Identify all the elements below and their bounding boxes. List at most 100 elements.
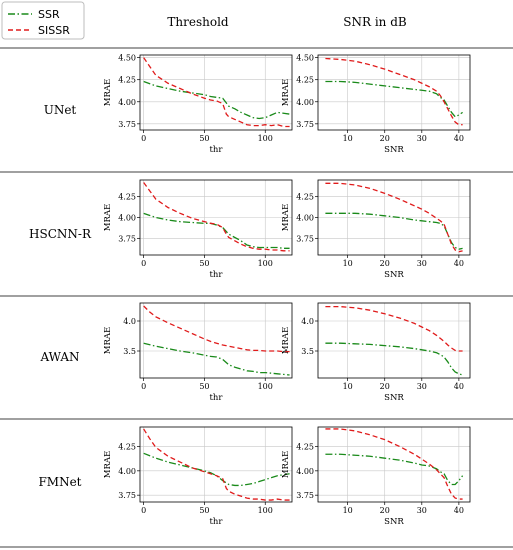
x-tick-label: 10 — [343, 134, 353, 143]
x-tick-label: 40 — [454, 506, 464, 515]
y-tick-label: 4.25 — [118, 193, 136, 202]
x-axis-label: thr — [210, 270, 224, 280]
series-line-ssr — [143, 342, 290, 376]
row-label-unet: UNet — [44, 103, 77, 117]
x-tick-label: 0 — [141, 382, 146, 391]
chart-panel-awan-snr: 10 20 30 40 3.5 4.0 SNR MRAE — [281, 302, 471, 403]
x-tick-label: 30 — [417, 259, 427, 268]
y-tick-label: 4.00 — [296, 467, 314, 476]
x-tick-label: 40 — [454, 134, 464, 143]
row-label-awan: AWAN — [39, 350, 79, 364]
legend-label-sissr: SISSR — [38, 24, 70, 37]
x-tick-label: 40 — [454, 382, 464, 391]
chart-panel-unet-snr: 10 20 30 40 3.75 4.00 4.25 4.50 SNR MRAE — [281, 54, 471, 155]
series-line-ssr — [325, 453, 464, 486]
plot-frame — [139, 426, 293, 503]
y-tick-label: 4.50 — [118, 54, 136, 63]
y-axis-label: MRAE — [281, 451, 291, 478]
y-tick-label: 4.00 — [296, 214, 314, 223]
y-tick-label: 3.5 — [123, 347, 136, 356]
chart-panel-fmnet-threshold: 0 50 100 3.75 4.00 4.25 thr MRAE — [103, 426, 293, 527]
y-tick-label: 4.00 — [118, 467, 136, 476]
x-tick-label: 20 — [380, 259, 390, 268]
y-tick-label: 3.75 — [118, 120, 136, 129]
row-label-hscnn-r: HSCNN-R — [29, 227, 92, 241]
x-tick-label: 100 — [258, 134, 273, 143]
series-line-ssr — [143, 212, 290, 249]
y-tick-label: 4.25 — [118, 442, 136, 451]
x-tick-label: 100 — [258, 382, 273, 391]
x-tick-label: 30 — [417, 382, 427, 391]
x-tick-label: 100 — [258, 259, 273, 268]
plot-frame — [139, 54, 293, 131]
y-tick-label: 4.25 — [296, 442, 314, 451]
x-tick-label: 20 — [380, 506, 390, 515]
x-tick-label: 30 — [417, 506, 427, 515]
x-tick-label: 0 — [141, 259, 146, 268]
y-tick-label: 4.25 — [118, 76, 136, 85]
x-axis-label: SNR — [384, 393, 404, 403]
series-line-sissr — [143, 57, 290, 128]
plot-frame — [317, 426, 471, 503]
y-axis-label: MRAE — [103, 79, 113, 106]
chart-panel-hscnn-r-threshold: 0 50 100 3.75 4.00 4.25 thr MRAE — [103, 179, 293, 280]
row-label-fmnet: FMNet — [38, 475, 81, 489]
x-tick-label: 10 — [343, 506, 353, 515]
x-tick-label: 40 — [454, 259, 464, 268]
x-axis-label: SNR — [384, 517, 404, 527]
x-axis-label: SNR — [384, 145, 404, 155]
x-tick-label: 10 — [343, 259, 353, 268]
y-tick-label: 4.00 — [296, 98, 314, 107]
legend-label-ssr: SSR — [38, 8, 60, 21]
x-tick-label: 100 — [258, 506, 273, 515]
y-axis-label: MRAE — [281, 327, 291, 354]
y-tick-label: 3.5 — [301, 347, 314, 356]
series-line-sissr — [143, 182, 290, 252]
chart-panel-fmnet-snr: 10 20 30 40 3.75 4.00 4.25 SNR MRAE — [281, 426, 471, 527]
plot-frame — [317, 302, 471, 379]
column-header-snr: SNR in dB — [343, 15, 407, 29]
x-tick-label: 0 — [141, 506, 146, 515]
x-axis-label: thr — [210, 393, 224, 403]
x-tick-label: 30 — [417, 134, 427, 143]
x-tick-label: 50 — [199, 259, 209, 268]
plot-frame — [317, 54, 471, 131]
legend-box — [1, 1, 85, 40]
series-line-ssr — [143, 80, 290, 120]
series-line-sissr — [143, 305, 290, 353]
y-tick-label: 3.75 — [296, 120, 314, 129]
x-axis-label: thr — [210, 145, 224, 155]
series-line-ssr — [325, 212, 463, 250]
x-tick-label: 0 — [141, 134, 146, 143]
y-tick-label: 3.75 — [118, 491, 136, 500]
chart-panel-hscnn-r-snr: 10 20 30 40 3.75 4.00 4.25 SNR MRAE — [281, 179, 471, 280]
x-axis-label: thr — [210, 517, 224, 527]
y-axis-label: MRAE — [281, 204, 291, 231]
y-axis-label: MRAE — [103, 327, 113, 354]
y-tick-label: 4.00 — [118, 98, 136, 107]
x-tick-label: 50 — [199, 134, 209, 143]
column-header-threshold: Threshold — [167, 15, 229, 29]
y-tick-label: 4.0 — [301, 317, 314, 326]
x-tick-label: 10 — [343, 382, 353, 391]
series-line-sissr — [325, 428, 463, 500]
y-axis-label: MRAE — [281, 79, 291, 106]
y-axis-label: MRAE — [103, 204, 113, 231]
series-line-sissr — [143, 428, 290, 501]
chart-panel-awan-threshold: 0 50 100 3.5 4.0 thr MRAE — [103, 302, 293, 403]
x-tick-label: 50 — [199, 506, 209, 515]
x-tick-label: 20 — [380, 134, 390, 143]
legend: SSR SISSR — [1, 1, 85, 40]
y-tick-label: 4.25 — [296, 193, 314, 202]
y-tick-label: 3.75 — [118, 234, 136, 243]
y-tick-label: 4.50 — [296, 54, 314, 63]
y-tick-label: 4.0 — [123, 317, 136, 326]
y-axis-label: MRAE — [103, 451, 113, 478]
y-tick-label: 4.25 — [296, 76, 314, 85]
x-tick-label: 20 — [380, 382, 390, 391]
series-line-ssr — [325, 342, 463, 376]
series-line-sissr — [325, 305, 463, 352]
series-line-ssr — [325, 80, 463, 118]
x-tick-label: 50 — [199, 382, 209, 391]
